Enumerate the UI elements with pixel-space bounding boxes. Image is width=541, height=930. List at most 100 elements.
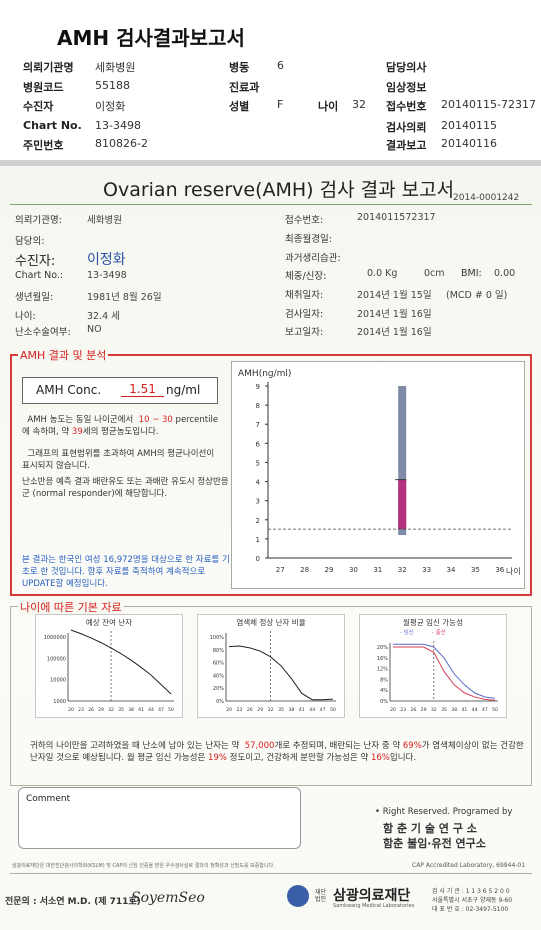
x-tick-label: 35 [278, 707, 284, 713]
amh-conc-box: AMH Conc. 1.51 ng/ml [22, 377, 218, 404]
section-heading: AMH 결과 및 분석 [18, 347, 109, 363]
estimated-eggs: 57,000 [244, 741, 275, 751]
x-tick-label: 31 [373, 566, 382, 574]
field-label: 임상정보 [386, 81, 427, 94]
y-tick-label: 4% [380, 688, 388, 694]
x-tick-label: 47 [158, 707, 164, 713]
x-tick-label: 41 [138, 707, 144, 713]
series-line [70, 629, 172, 695]
normal-egg-percent: 69% [402, 741, 422, 751]
x-tick-label: 47 [482, 707, 488, 713]
field-label: 병동 [229, 61, 250, 74]
field-value: 20140115 [441, 119, 497, 132]
x-tick-label: 50 [330, 707, 336, 713]
institution-name: 삼광의료재단 [333, 888, 411, 904]
text: 정도이고, [229, 753, 264, 763]
x-tick-label: 47 [320, 707, 326, 713]
address-line: 서울특별시 서초구 양재동 9-60 [432, 897, 513, 904]
field-value: 2014년 1월 15일 [357, 290, 432, 301]
x-tick-label: 44 [472, 707, 478, 713]
x-tick-label: 23 [400, 707, 406, 713]
doctor-name: 전문의 : 서소연 M.D. (제 711호) [5, 897, 141, 907]
x-tick-label: 26 [410, 707, 416, 713]
field-value: 32 [352, 98, 366, 111]
x-tick-label: 23 [78, 707, 84, 713]
field-value: 13-3498 [95, 119, 141, 132]
field-value: F [277, 98, 284, 111]
x-tick-label: 35 [118, 707, 124, 713]
equivalent-age: 39 [71, 427, 83, 437]
text: 건강하게 분만할 가능성은 약 [266, 753, 369, 763]
institution-badge: 재단법인 [315, 889, 327, 903]
doctor-signature: SoyemSeo [131, 890, 205, 906]
field-value: 0cm [424, 268, 445, 279]
x-tick-label: 29 [325, 566, 334, 574]
y-tick-label: 1000000 [44, 635, 66, 641]
field-label: 최종월경일: [285, 234, 332, 245]
y-tick-label: 40% [213, 673, 224, 679]
y-tick-label: 16% [377, 656, 388, 662]
pregnancy-percent: 19% [208, 753, 227, 763]
x-tick-label: 41 [461, 707, 467, 713]
field-label: 나이: [15, 311, 36, 322]
field-value: 0.0 Kg [367, 268, 398, 279]
y-tick-label: 10000 [50, 678, 66, 684]
field-label: 난소수술여부: [15, 327, 71, 338]
text: 난소반응 예측 결과 배란유도 또는 과배란 유도시 정상반응군 (normal… [22, 477, 229, 499]
chart-ylabel: AMH(ng/ml) [238, 369, 291, 379]
field-label: 성별 [229, 100, 250, 113]
field-value: 55188 [95, 79, 130, 92]
field-label: BMI: [461, 268, 482, 279]
y-tick-label: 8% [380, 677, 388, 683]
field-label: 접수번호 [386, 100, 427, 113]
field-value: 20140116 [441, 137, 497, 150]
y-tick-label: 80% [213, 648, 224, 654]
x-tick-label: 44 [148, 707, 154, 713]
x-tick-label: 33 [422, 566, 431, 574]
field-value: (MCD # 0 일) [446, 290, 508, 301]
patient-name: 이정화 [87, 252, 126, 268]
field-label: 보고일자: [285, 327, 324, 338]
x-tick-label: 26 [247, 707, 253, 713]
amh-conc-label: AMH Conc. [36, 383, 102, 397]
x-tick-label: 38 [451, 707, 457, 713]
text: percentile에 속하며, 약 [22, 415, 219, 437]
field-label: 검사일자: [285, 309, 324, 320]
institute-name: 함춘 불임·유전 연구소 [383, 837, 486, 850]
basic-data-box [10, 606, 532, 786]
amh-result-box [10, 354, 532, 596]
field-value: 1981년 8월 26일 [87, 292, 162, 303]
x-tick-label: 20 [390, 707, 396, 713]
rights-text: • Right Reserved. Programed by [375, 807, 513, 817]
x-tick-label: 29 [98, 707, 104, 713]
y-tick-label: 1000 [53, 699, 66, 705]
field-label: 담당의사 [386, 61, 427, 74]
field-value: 2014011572317 [357, 212, 436, 223]
y-tick-label: 100000 [47, 656, 66, 662]
y-tick-label: 8 [256, 402, 260, 410]
field-label: 결과보고 [386, 139, 427, 152]
section-heading: 나이에 따른 기본 자료 [18, 599, 124, 615]
document-number: 2014-0001242 [453, 193, 520, 203]
field-label: 나이 [318, 100, 339, 113]
field-label: 수진자: [15, 254, 56, 269]
birth-percent: 16% [370, 753, 390, 763]
series-line [228, 645, 334, 701]
x-tick-label: 41 [299, 707, 305, 713]
field-value: 810826-2 [95, 137, 148, 150]
y-tick-label: 5 [256, 459, 260, 467]
normal-egg-ratio-panel: 염색체 정상 난자 비율 100% 80% 60% 40% 20% 0% 20 23 26 29 32… [197, 614, 345, 718]
remaining-eggs-panel: 예상 잔여 난자 1000000 100000 10000 1000 20 23 26 29 32… [35, 614, 183, 718]
comment-label: Comment [26, 794, 71, 804]
age-range-bar [398, 386, 407, 536]
field-value: 32.4 세 [87, 311, 120, 322]
field-value: 2014년 1월 16일 [357, 327, 432, 338]
field-label: 의뢰기관명 [23, 61, 74, 74]
x-tick-label: 38 [128, 707, 134, 713]
field-label: 접수번호: [285, 215, 324, 226]
field-label: 체중/신장: [285, 271, 327, 282]
x-tick-label: 36 [495, 566, 504, 574]
field-label: 수진자 [23, 100, 54, 113]
chart-title: 염색체 정상 난자 비율 [236, 617, 305, 627]
y-tick-label: 60% [213, 661, 224, 667]
